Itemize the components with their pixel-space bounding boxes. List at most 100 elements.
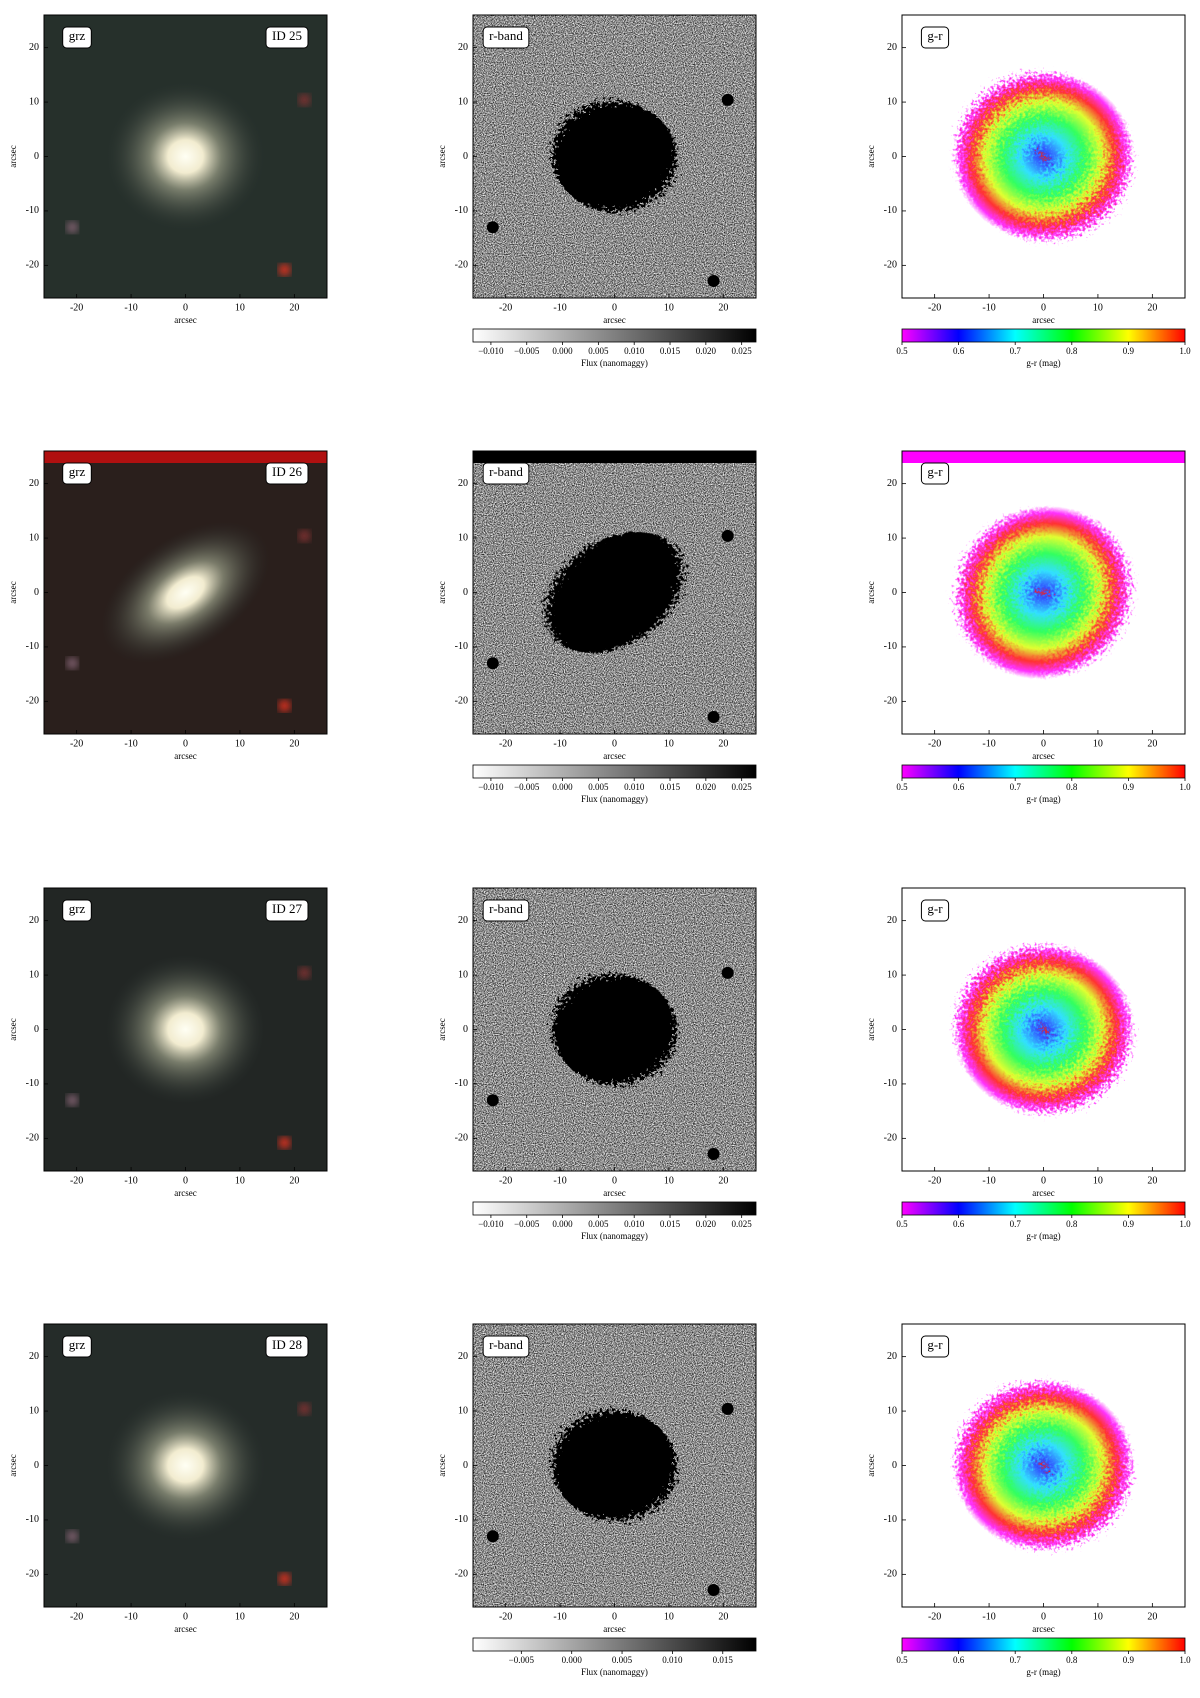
y-axis-label: arcsec	[437, 1018, 447, 1040]
colorbar-tick-label: 0.020	[696, 1219, 717, 1229]
x-axis-label: arcsec	[174, 1188, 196, 1198]
galaxy	[105, 954, 266, 1105]
x-tick-label: 20	[289, 1175, 299, 1186]
y-tick-label: -10	[884, 1078, 897, 1089]
image	[44, 1324, 327, 1607]
y-tick-label: 10	[458, 1405, 468, 1416]
x-tick-label: -20	[70, 1175, 83, 1186]
y-tick-label: 20	[458, 42, 468, 53]
x-tick-label: 20	[1147, 738, 1157, 749]
galaxy	[552, 101, 677, 212]
colorbar-tick-label: 0.020	[696, 782, 717, 792]
y-tick-label: -20	[884, 260, 897, 271]
colorbar-tick-label: −0.010	[478, 1219, 504, 1229]
x-tick-label: 0	[1041, 738, 1046, 749]
y-axis-label: arcsec	[8, 145, 18, 167]
panel: -20 -20 -10 -10 0 0 10 10 20 20 arcsec arcsec grz ID …	[8, 1323, 328, 1634]
x-tick-label: 0	[183, 1611, 188, 1622]
y-tick-label: -20	[455, 696, 468, 707]
y-tick-label: -10	[26, 1514, 39, 1525]
panel-label: g-r	[927, 464, 943, 479]
x-tick-label: -10	[982, 738, 995, 749]
x-tick-label: -10	[982, 1175, 995, 1186]
panel: -20 -20 -10 -10 0 0 10 10 20 20 arcsec arcsec g-r 0.5…	[866, 1323, 1191, 1677]
galaxy	[552, 974, 677, 1085]
y-tick-label: -10	[455, 1514, 468, 1525]
colorbar-tick-label: 0.5	[896, 346, 908, 356]
star	[278, 699, 291, 712]
panel-id: ID 26	[272, 464, 302, 479]
colorbar-label: Flux (nanomaggy)	[581, 794, 648, 804]
colorbar-tick-label: 0.005	[588, 782, 609, 792]
colorbar-tick-label: 0.025	[732, 346, 753, 356]
panel-label: g-r	[927, 1337, 943, 1352]
colorbar-tick-label: −0.005	[514, 1219, 540, 1229]
colorbar-tick-label: −0.010	[478, 346, 504, 356]
y-tick-label: 10	[29, 969, 39, 980]
id-box	[265, 462, 309, 485]
star	[486, 1530, 499, 1543]
y-axis-label: arcsec	[866, 145, 876, 167]
y-axis-label: arcsec	[8, 1454, 18, 1476]
colorbar-tick-label: 0.5	[896, 782, 908, 792]
panel-label: grz	[69, 1337, 86, 1352]
y-tick-label: 20	[29, 1351, 39, 1362]
colorbar	[901, 1201, 1186, 1216]
image	[902, 888, 1185, 1171]
image	[44, 15, 327, 298]
image	[473, 1324, 756, 1607]
y-tick-label: 10	[29, 532, 39, 543]
colorbar-label: Flux (nanomaggy)	[581, 1231, 648, 1241]
y-tick-label: -20	[884, 1133, 897, 1144]
x-axis-label: arcsec	[1032, 751, 1054, 761]
y-tick-label: -20	[884, 696, 897, 707]
label-box	[62, 1335, 92, 1358]
colorbar-tick-label: 0.005	[612, 1655, 633, 1665]
colorbar-tick-label: 0.8	[1066, 1655, 1078, 1665]
colorbar-tick-label: 0.7	[1010, 346, 1022, 356]
galaxy	[953, 944, 1134, 1115]
colorbar-tick-label: 0.5	[896, 1655, 908, 1665]
x-tick-label: 10	[235, 1611, 245, 1622]
x-axis-label: arcsec	[1032, 1624, 1054, 1634]
colorbar-tick-label: 0.6	[953, 346, 965, 356]
colorbar-tick-label: 0.7	[1010, 782, 1022, 792]
colorbar-tick-label: 0.5	[896, 1219, 908, 1229]
x-axis-label: arcsec	[174, 751, 196, 761]
star	[486, 657, 499, 670]
colorbar-tick-label: −0.005	[514, 346, 540, 356]
panel: -20 -20 -10 -10 0 0 10 10 20 20 arcsec arcsec grz ID …	[8, 450, 328, 761]
y-tick-label: 0	[892, 587, 897, 598]
y-tick-label: 0	[892, 1460, 897, 1471]
y-axis-label: arcsec	[437, 581, 447, 603]
colorbar-tick-label: 0.010	[624, 346, 645, 356]
star	[66, 657, 79, 670]
galaxy	[552, 1410, 677, 1521]
label-box	[62, 26, 92, 49]
y-tick-label: 0	[34, 1024, 39, 1035]
y-tick-label: 10	[887, 96, 897, 107]
colorbar	[472, 1637, 757, 1652]
y-tick-label: 20	[458, 1351, 468, 1362]
y-tick-label: 10	[887, 1405, 897, 1416]
y-tick-label: 20	[29, 915, 39, 926]
colorbar-tick-label: 0.9	[1123, 1655, 1135, 1665]
colorbar-tick-label: 1.0	[1179, 1655, 1191, 1665]
star	[278, 1136, 291, 1149]
x-tick-label: 0	[612, 738, 617, 749]
colorbar-tick-label: 0.8	[1066, 782, 1078, 792]
y-tick-label: 0	[463, 587, 468, 598]
colorbar-tick-label: 0.015	[713, 1655, 734, 1665]
y-tick-label: 0	[34, 151, 39, 162]
label-box	[920, 26, 950, 49]
label-box	[920, 1335, 950, 1358]
colorbar	[472, 1201, 757, 1216]
panel: -20 -20 -10 -10 0 0 10 10 20 20 arcsec arcsec grz ID …	[8, 887, 328, 1198]
y-tick-label: 20	[29, 478, 39, 489]
y-tick-label: -10	[455, 1078, 468, 1089]
star	[298, 93, 311, 106]
y-tick-label: -10	[884, 1514, 897, 1525]
x-tick-label: 10	[1093, 738, 1103, 749]
colorbar-tick-label: 0.010	[624, 782, 645, 792]
